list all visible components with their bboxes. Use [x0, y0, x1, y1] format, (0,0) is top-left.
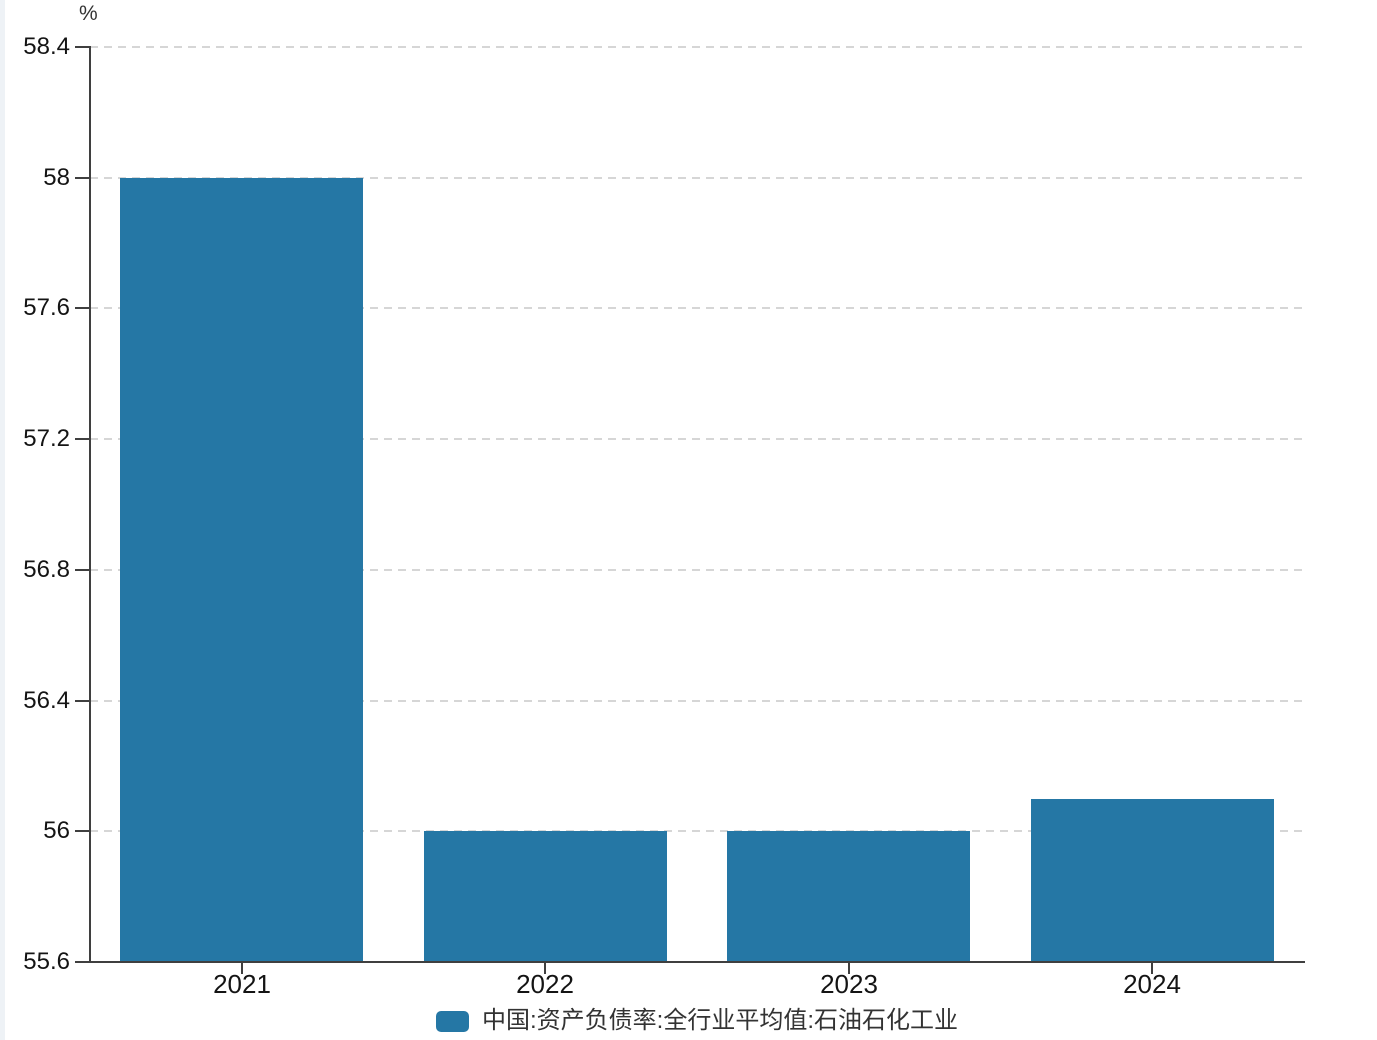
y-axis-tick-label: 56.8 — [23, 555, 70, 583]
legend-label: 中国:资产负债率:全行业平均值:石油石化工业 — [481, 1006, 958, 1034]
x-axis-tick — [1151, 962, 1153, 974]
x-axis-line — [89, 961, 1305, 963]
y-axis-tick — [75, 568, 90, 571]
y-axis-tick-label: 56.4 — [23, 686, 70, 714]
y-axis-tick-label: 57.6 — [23, 294, 70, 322]
y-axis-unit-label: % — [79, 2, 98, 25]
y-axis-tick-label: 57.2 — [23, 425, 70, 453]
y-axis-tick — [75, 830, 90, 833]
gridline — [90, 830, 1304, 833]
x-axis-label-2023: 2023 — [820, 969, 878, 999]
y-axis-line — [89, 46, 91, 963]
y-axis-tick-label: 58 — [43, 163, 70, 191]
legend-item[interactable]: 中国:资产负债率:全行业平均值:石油石化工业 — [90, 1005, 1304, 1037]
y-axis-tick — [75, 438, 90, 441]
bar-2023[interactable] — [727, 831, 970, 962]
gridline — [90, 46, 1304, 48]
y-axis-tick-label: 58.4 — [23, 33, 70, 60]
gridline — [90, 438, 1304, 441]
gridline — [90, 176, 1304, 179]
page-edge-strip — [0, 0, 5, 1040]
x-axis-label-2021: 2021 — [213, 969, 271, 999]
y-axis-tick — [75, 176, 90, 179]
x-axis-tick — [544, 962, 546, 974]
y-axis-tick — [75, 961, 90, 963]
y-axis-tick — [75, 46, 90, 48]
gridline — [90, 307, 1304, 310]
legend-color-swatch — [435, 1010, 469, 1032]
bar-2022[interactable] — [424, 831, 667, 962]
y-axis-tick-label: 56 — [43, 817, 70, 845]
gridline — [90, 568, 1304, 571]
x-axis-tick — [241, 962, 243, 974]
y-axis-tick-label: 55.6 — [23, 948, 70, 975]
y-axis-tick — [75, 307, 90, 310]
x-axis-label-2022: 2022 — [516, 969, 574, 999]
bar-2024[interactable] — [1031, 799, 1274, 962]
y-axis-tick — [75, 699, 90, 702]
gridline — [90, 699, 1304, 702]
x-axis-tick — [848, 962, 850, 974]
bar-2021[interactable] — [120, 178, 363, 962]
x-axis-label-2024: 2024 — [1123, 969, 1181, 999]
